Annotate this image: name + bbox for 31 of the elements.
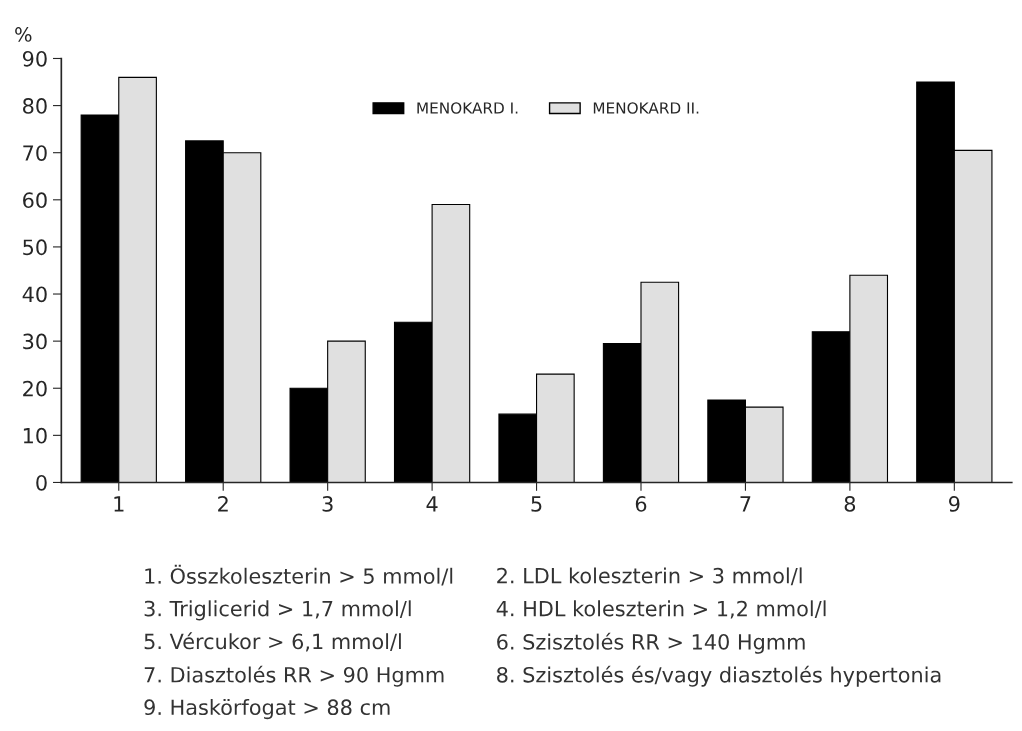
y-tick-label: 10 — [23, 427, 47, 444]
y-tick-label: 60 — [23, 192, 47, 209]
text: 8. Szisztolés és/vagy diasztolés hypertonia — [497, 665, 941, 687]
x-tick-label: 6 — [635, 496, 647, 512]
x-tick-label: 9 — [949, 496, 960, 512]
legend-label: MENOKARD II. — [593, 102, 699, 114]
text: 9. Haskörfogat > 88 cm — [144, 698, 390, 720]
y-tick-label: 70 — [23, 145, 47, 161]
y-tick-label: 80 — [23, 98, 47, 114]
text: 1. Összkoleszterin > 5 mmol/l — [145, 564, 453, 586]
x-tick-label: 1 — [114, 496, 124, 512]
y-tick-label: 0 — [36, 474, 47, 491]
y-tick-label: 40 — [22, 286, 47, 303]
y-tick-label: 90 — [22, 50, 47, 67]
text: 3. Triglicerid > 1,7 mmol/l — [144, 600, 411, 621]
legend-label: MENOKARD I. — [417, 102, 518, 114]
x-tick-label: 7 — [740, 496, 751, 512]
text: 4. HDL koleszterin > 1,2 mmol/l — [496, 600, 826, 619]
x-tick-label: 5 — [531, 496, 542, 512]
y-tick-label: 20 — [23, 380, 47, 397]
x-tick-label: 3 — [322, 496, 333, 512]
text: 5. Vércukor > 6,1 mmol/l — [144, 632, 401, 652]
x-tick-label: 2 — [218, 496, 228, 512]
x-tick-label: 4 — [426, 496, 438, 512]
text: 2. LDL koleszterin > 3 mmol/l — [497, 567, 802, 586]
text: 6. Szisztolés RR > 140 Hgmm — [497, 632, 805, 654]
y-tick-label: 30 — [23, 333, 47, 350]
text: 7. Diasztolés RR > 90 Hgmm — [144, 665, 444, 687]
y-tick-label: 50 — [23, 239, 47, 256]
y-axis-title: % — [15, 27, 32, 42]
x-tick-label: 8 — [844, 496, 856, 512]
